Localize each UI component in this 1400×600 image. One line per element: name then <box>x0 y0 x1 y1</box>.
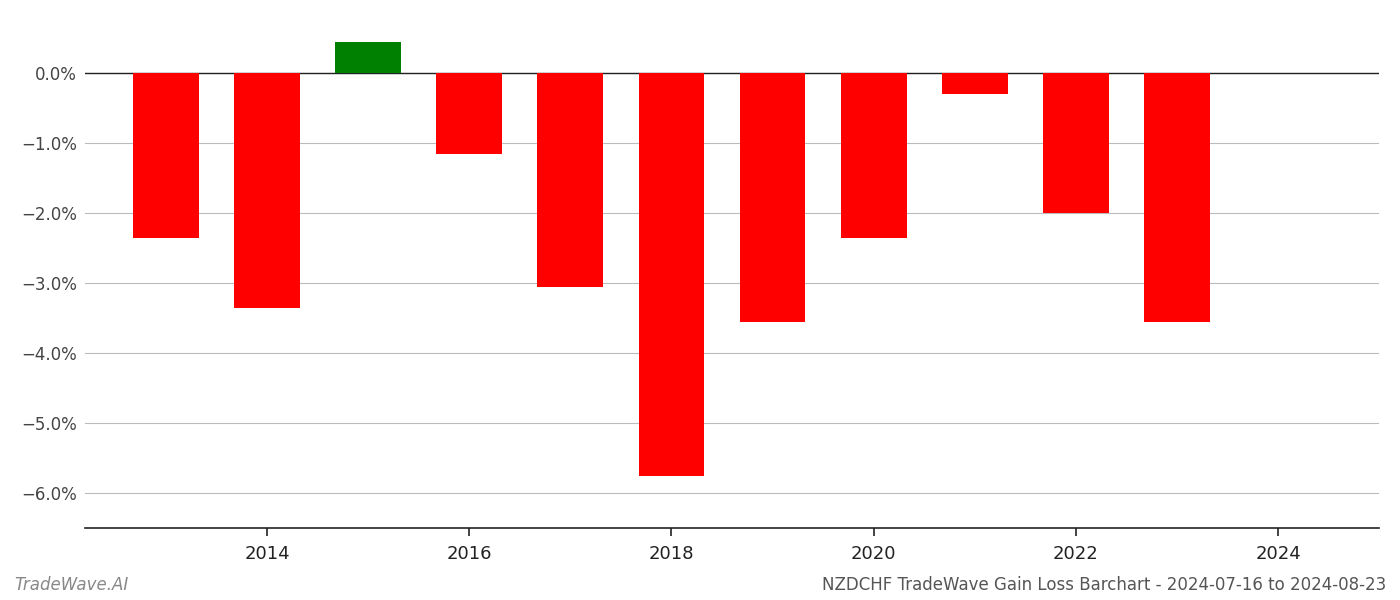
Bar <box>739 73 805 322</box>
Text: NZDCHF TradeWave Gain Loss Barchart - 2024-07-16 to 2024-08-23: NZDCHF TradeWave Gain Loss Barchart - 20… <box>822 576 1386 594</box>
Bar <box>335 42 400 73</box>
Bar <box>638 73 704 476</box>
Bar <box>234 73 300 308</box>
Bar <box>841 73 907 238</box>
Bar <box>1144 73 1210 322</box>
Text: TradeWave.AI: TradeWave.AI <box>14 576 129 594</box>
Bar <box>538 73 603 287</box>
Bar <box>1043 73 1109 213</box>
Bar <box>942 73 1008 94</box>
Bar <box>133 73 199 238</box>
Bar <box>437 73 503 154</box>
